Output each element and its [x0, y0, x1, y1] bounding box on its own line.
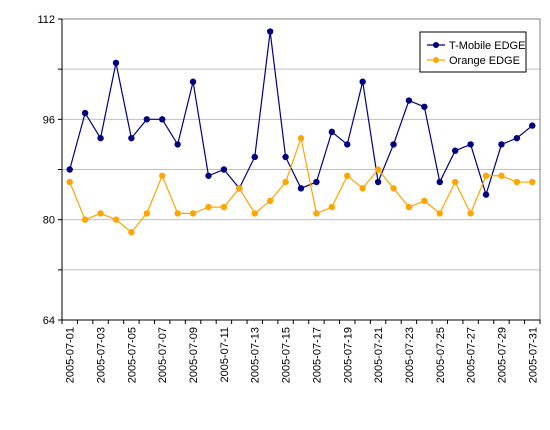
y-tick-label: 80 — [43, 215, 55, 227]
x-tick-label: 2005-07-11 — [219, 327, 231, 382]
data-point — [220, 203, 228, 211]
data-point — [344, 141, 351, 148]
data-point — [467, 210, 474, 217]
data-point — [251, 153, 258, 161]
data-point — [451, 178, 459, 186]
data-point — [189, 78, 197, 85]
data-point — [159, 116, 166, 123]
legend: T-Mobile EDGE Orange EDGE — [419, 31, 527, 73]
data-point — [282, 153, 289, 161]
data-point — [359, 185, 366, 192]
x-tick-label: 2005-07-09 — [188, 327, 200, 383]
x-tick-label: 2005-07-21 — [373, 327, 385, 383]
legend-label: Orange EDGE — [449, 55, 520, 67]
x-tick-label: 2005-07-03 — [96, 327, 108, 383]
y-tick-label: 96 — [43, 114, 55, 126]
data-point — [143, 116, 151, 123]
data-point — [313, 178, 320, 186]
data-point — [359, 78, 366, 85]
data-point — [236, 185, 243, 192]
data-point — [205, 203, 212, 211]
data-point — [374, 166, 382, 173]
y-tick-label: 112 — [37, 14, 55, 26]
data-point — [251, 210, 258, 217]
legend-label: T-Mobile EDGE — [449, 40, 525, 52]
x-tick-label: 2005-07-29 — [496, 327, 508, 383]
data-point — [282, 178, 289, 186]
data-point — [390, 185, 397, 192]
data-point — [66, 166, 73, 173]
data-point — [112, 59, 120, 67]
data-point — [498, 141, 505, 148]
data-point — [189, 210, 197, 217]
tick-labels: 64 80 96 112 2005-07-01 2005-07-03 2005-07-05 2… — [37, 14, 539, 383]
data-point — [66, 178, 73, 186]
data-point — [81, 109, 89, 117]
x-tick-label: 2005-07-27 — [466, 327, 478, 383]
data-point — [328, 128, 336, 136]
x-tick-label: 2005-07-05 — [126, 327, 138, 383]
data-point — [344, 172, 351, 179]
data-point — [451, 147, 459, 154]
data-point — [498, 172, 505, 179]
x-tick-label: 2005-07-23 — [404, 327, 416, 383]
data-point — [513, 178, 521, 186]
data-point — [421, 103, 428, 110]
data-point — [174, 141, 181, 148]
x-tick-label: 2005-07-25 — [435, 327, 447, 383]
data-point — [529, 122, 536, 129]
data-point — [513, 134, 521, 142]
data-point — [266, 28, 274, 35]
axes — [58, 18, 541, 324]
data-point — [81, 216, 89, 223]
x-tick-label: 2005-07-13 — [250, 327, 262, 383]
data-point — [405, 97, 413, 104]
data-point — [390, 141, 397, 148]
x-tick-label: 2005-07-31 — [527, 327, 539, 383]
data-point — [529, 178, 536, 186]
data-point — [97, 134, 104, 142]
series-lines — [66, 28, 536, 236]
data-point — [467, 141, 474, 148]
data-point — [297, 185, 305, 192]
data-point — [374, 178, 382, 186]
x-tick-label: 2005-07-17 — [311, 327, 323, 383]
data-point — [313, 210, 320, 217]
data-point — [482, 191, 490, 198]
data-point — [421, 197, 428, 205]
data-point — [297, 134, 305, 142]
data-point — [205, 172, 212, 179]
x-tick-label: 2005-07-19 — [342, 327, 354, 383]
data-point — [482, 172, 490, 179]
legend-marker — [433, 57, 439, 63]
data-point — [220, 166, 228, 173]
data-point — [436, 210, 443, 217]
data-point — [328, 203, 336, 211]
data-point — [112, 216, 120, 223]
legend-marker — [433, 42, 439, 48]
data-point — [436, 178, 443, 186]
x-tick-label: 2005-07-01 — [65, 327, 77, 383]
data-point — [405, 203, 413, 211]
data-point — [143, 210, 151, 217]
data-point — [159, 172, 166, 179]
data-point — [128, 134, 135, 142]
y-tick-label: 64 — [43, 315, 55, 327]
data-point — [97, 210, 104, 217]
legend-box — [419, 31, 527, 73]
data-point — [128, 229, 135, 236]
x-tick-label: 2005-07-07 — [157, 327, 169, 383]
data-point — [174, 210, 181, 217]
x-tick-label: 2005-07-15 — [281, 327, 293, 383]
data-point — [266, 197, 274, 205]
